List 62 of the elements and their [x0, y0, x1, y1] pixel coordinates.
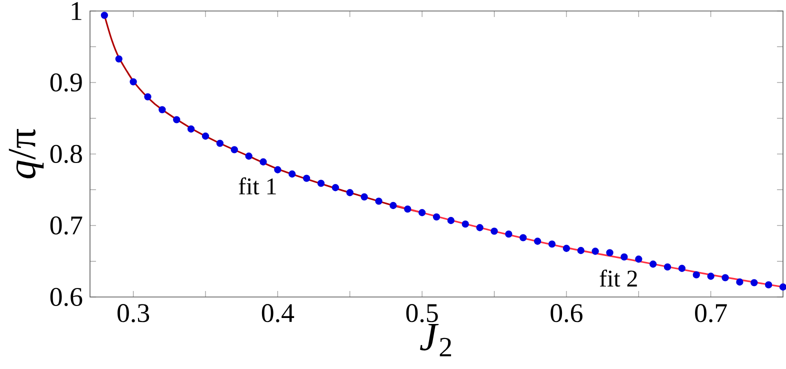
point	[562, 244, 570, 252]
x-tick-label: 0.3	[118, 304, 150, 322]
point	[288, 170, 296, 178]
point	[750, 279, 758, 286]
point	[144, 93, 152, 100]
point	[620, 253, 628, 261]
point	[317, 180, 325, 187]
point	[245, 152, 252, 160]
point	[360, 193, 368, 200]
x-tick-label: 0.7	[695, 304, 727, 322]
point	[418, 209, 426, 216]
annotation: fit 1	[238, 177, 276, 194]
y-tick-label: 0.7	[50, 216, 82, 235]
point	[764, 281, 772, 288]
point	[216, 140, 224, 147]
point	[490, 228, 498, 235]
point	[447, 216, 455, 224]
y-tick-label: 0.9	[50, 73, 82, 92]
point	[390, 202, 397, 210]
x-tick-label: 0.5	[406, 304, 438, 322]
annotation: fit 2	[600, 270, 637, 287]
point	[260, 158, 267, 166]
point	[346, 189, 354, 196]
x-tick-label: 0.4	[262, 304, 294, 322]
point	[722, 274, 729, 282]
point	[202, 132, 210, 140]
point	[678, 264, 686, 272]
x-axis-title: J$_{2}$	[420, 324, 452, 356]
y-axis-title: q/π	[8, 129, 44, 178]
point	[100, 12, 108, 19]
point	[520, 234, 527, 242]
point	[548, 240, 556, 248]
point	[375, 198, 382, 205]
point	[692, 271, 700, 278]
point	[606, 249, 614, 256]
point	[577, 246, 584, 254]
point	[592, 248, 599, 255]
point	[462, 220, 469, 228]
point	[230, 146, 238, 154]
point	[635, 256, 642, 263]
x-tick-label: 0.6	[550, 304, 582, 322]
point	[158, 106, 166, 114]
point	[302, 174, 310, 182]
point	[274, 166, 282, 174]
point	[187, 125, 195, 133]
point	[476, 224, 484, 232]
point	[173, 116, 180, 124]
point	[779, 283, 786, 291]
point	[432, 213, 440, 221]
point	[130, 78, 137, 86]
point	[649, 260, 657, 268]
y-tick-label: 0.8	[50, 144, 82, 164]
point	[505, 230, 512, 238]
point	[534, 238, 542, 245]
point	[115, 55, 122, 62]
point	[664, 263, 672, 271]
point	[404, 205, 412, 213]
point	[736, 278, 744, 286]
y-tick-label: 1	[72, 2, 82, 20]
point	[332, 184, 340, 192]
point	[707, 272, 714, 280]
y-tick-label: 0.6	[50, 288, 82, 306]
